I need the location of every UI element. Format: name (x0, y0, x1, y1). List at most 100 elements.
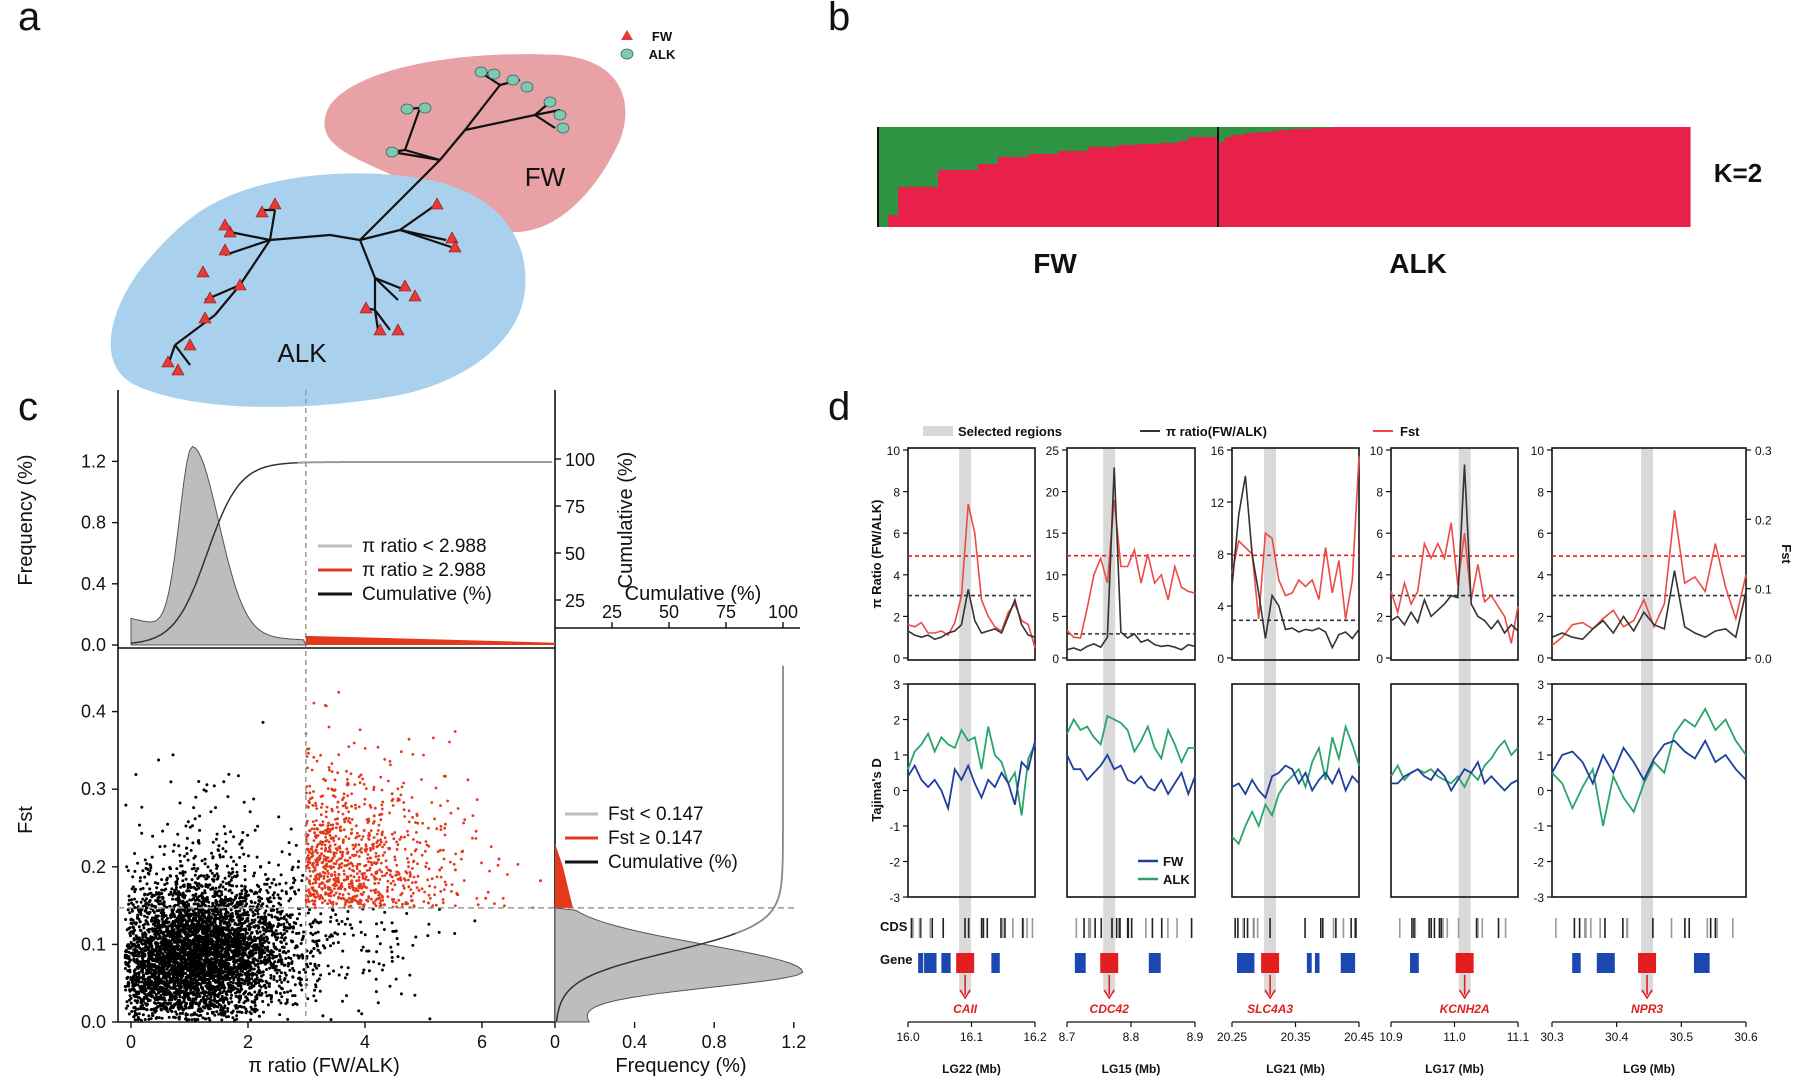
structure-bar-red (888, 215, 899, 227)
structure-bar-red (1208, 137, 1219, 227)
scatter-point (218, 855, 222, 859)
scatter-point (220, 934, 224, 938)
scatter-point (193, 975, 197, 979)
structure-bar-red (898, 187, 909, 227)
scatter-point (197, 975, 201, 979)
scatter-point (222, 903, 226, 907)
scatter-point (190, 969, 194, 972)
scatter-point (293, 892, 297, 896)
scatter-point (157, 974, 161, 978)
scatter-point (126, 908, 130, 912)
scatter-point (178, 871, 182, 875)
scatter-point (226, 961, 230, 965)
structure-bar-green (1224, 127, 1233, 137)
scatter-point (252, 943, 256, 947)
scatter-point (291, 1003, 295, 1007)
scatter-point (235, 1006, 239, 1010)
scatter-point (162, 933, 166, 937)
scatter-point (149, 970, 153, 974)
scatter-point (265, 897, 269, 901)
scatter-point (185, 836, 189, 840)
scatter-point (217, 844, 221, 848)
tree-branch (358, 239, 377, 279)
scatter-point (143, 966, 147, 970)
scatter-point (367, 960, 371, 964)
tree-branch (374, 277, 399, 301)
scatter-point (172, 843, 176, 847)
scatter-point (140, 980, 144, 984)
scatter-point (158, 892, 162, 896)
scatter-point (148, 887, 152, 891)
scatter-point (186, 967, 190, 971)
scatter-point (254, 948, 258, 952)
scatter-point (149, 1017, 153, 1021)
scatter-point (346, 917, 349, 921)
tree-branch (403, 107, 422, 151)
structure-bar-green (998, 127, 1009, 157)
scatter-point (248, 810, 252, 814)
scatter-point (265, 994, 269, 998)
scatter-point (200, 981, 204, 984)
scatter-point (203, 915, 206, 919)
scatter-point (237, 944, 241, 948)
scatter-point (207, 977, 211, 981)
scatter-point (203, 903, 207, 907)
scatter-point (293, 890, 296, 894)
scatter-point (190, 925, 194, 929)
scatter-point (246, 970, 250, 974)
scatter-point (206, 865, 210, 869)
circle-icon (506, 74, 520, 86)
scatter-point (176, 877, 180, 881)
scatter-point (253, 925, 257, 929)
scatter-point (143, 922, 147, 926)
scatter-point (222, 938, 226, 942)
scatter-point (238, 856, 242, 859)
structure-bar-green (1312, 127, 1320, 128)
scatter-point (218, 954, 222, 958)
scatter-point (208, 1000, 212, 1004)
structure-bar-green (1198, 127, 1209, 137)
scatter-point (135, 900, 139, 904)
scatter-point (162, 993, 166, 997)
triangle-icon (171, 363, 185, 376)
scatter-point (329, 944, 332, 948)
scatter-point (380, 968, 384, 972)
scatter-point (230, 939, 233, 942)
triangle-icon (445, 231, 459, 244)
scatter-point (132, 930, 136, 934)
scatter-point (237, 1004, 241, 1008)
scatter-point (145, 997, 149, 1001)
scatter-point (249, 1005, 253, 1009)
scatter-point (149, 956, 153, 959)
structure-bar-red (928, 187, 939, 227)
scatter-point (315, 939, 319, 943)
triangle-icon (373, 323, 387, 336)
scatter-point (214, 886, 218, 890)
scatter-point (145, 897, 148, 901)
scatter-point (128, 926, 132, 930)
scatter-point (132, 978, 136, 982)
scatter-point (269, 900, 273, 904)
scatter-point (179, 859, 182, 863)
scatter-point (203, 891, 207, 895)
scatter-point (280, 889, 284, 893)
scatter-point (213, 931, 217, 934)
scatter-point (197, 937, 201, 941)
scatter-point (279, 931, 283, 935)
scatter-point (182, 894, 186, 898)
scatter-point (273, 968, 277, 972)
scatter-point (301, 954, 305, 958)
scatter-point (396, 955, 400, 959)
scatter-point (214, 863, 218, 867)
scatter-point (334, 913, 338, 917)
scatter-point (134, 973, 138, 977)
scatter-point (229, 931, 233, 935)
scatter-point (156, 989, 160, 993)
scatter-point (195, 881, 198, 885)
scatter-point (263, 958, 266, 962)
structure-bar-red (1238, 135, 1246, 227)
scatter-point (313, 918, 317, 922)
scatter-point (230, 993, 234, 997)
scatter-point (256, 912, 260, 916)
scatter-point (197, 960, 201, 964)
